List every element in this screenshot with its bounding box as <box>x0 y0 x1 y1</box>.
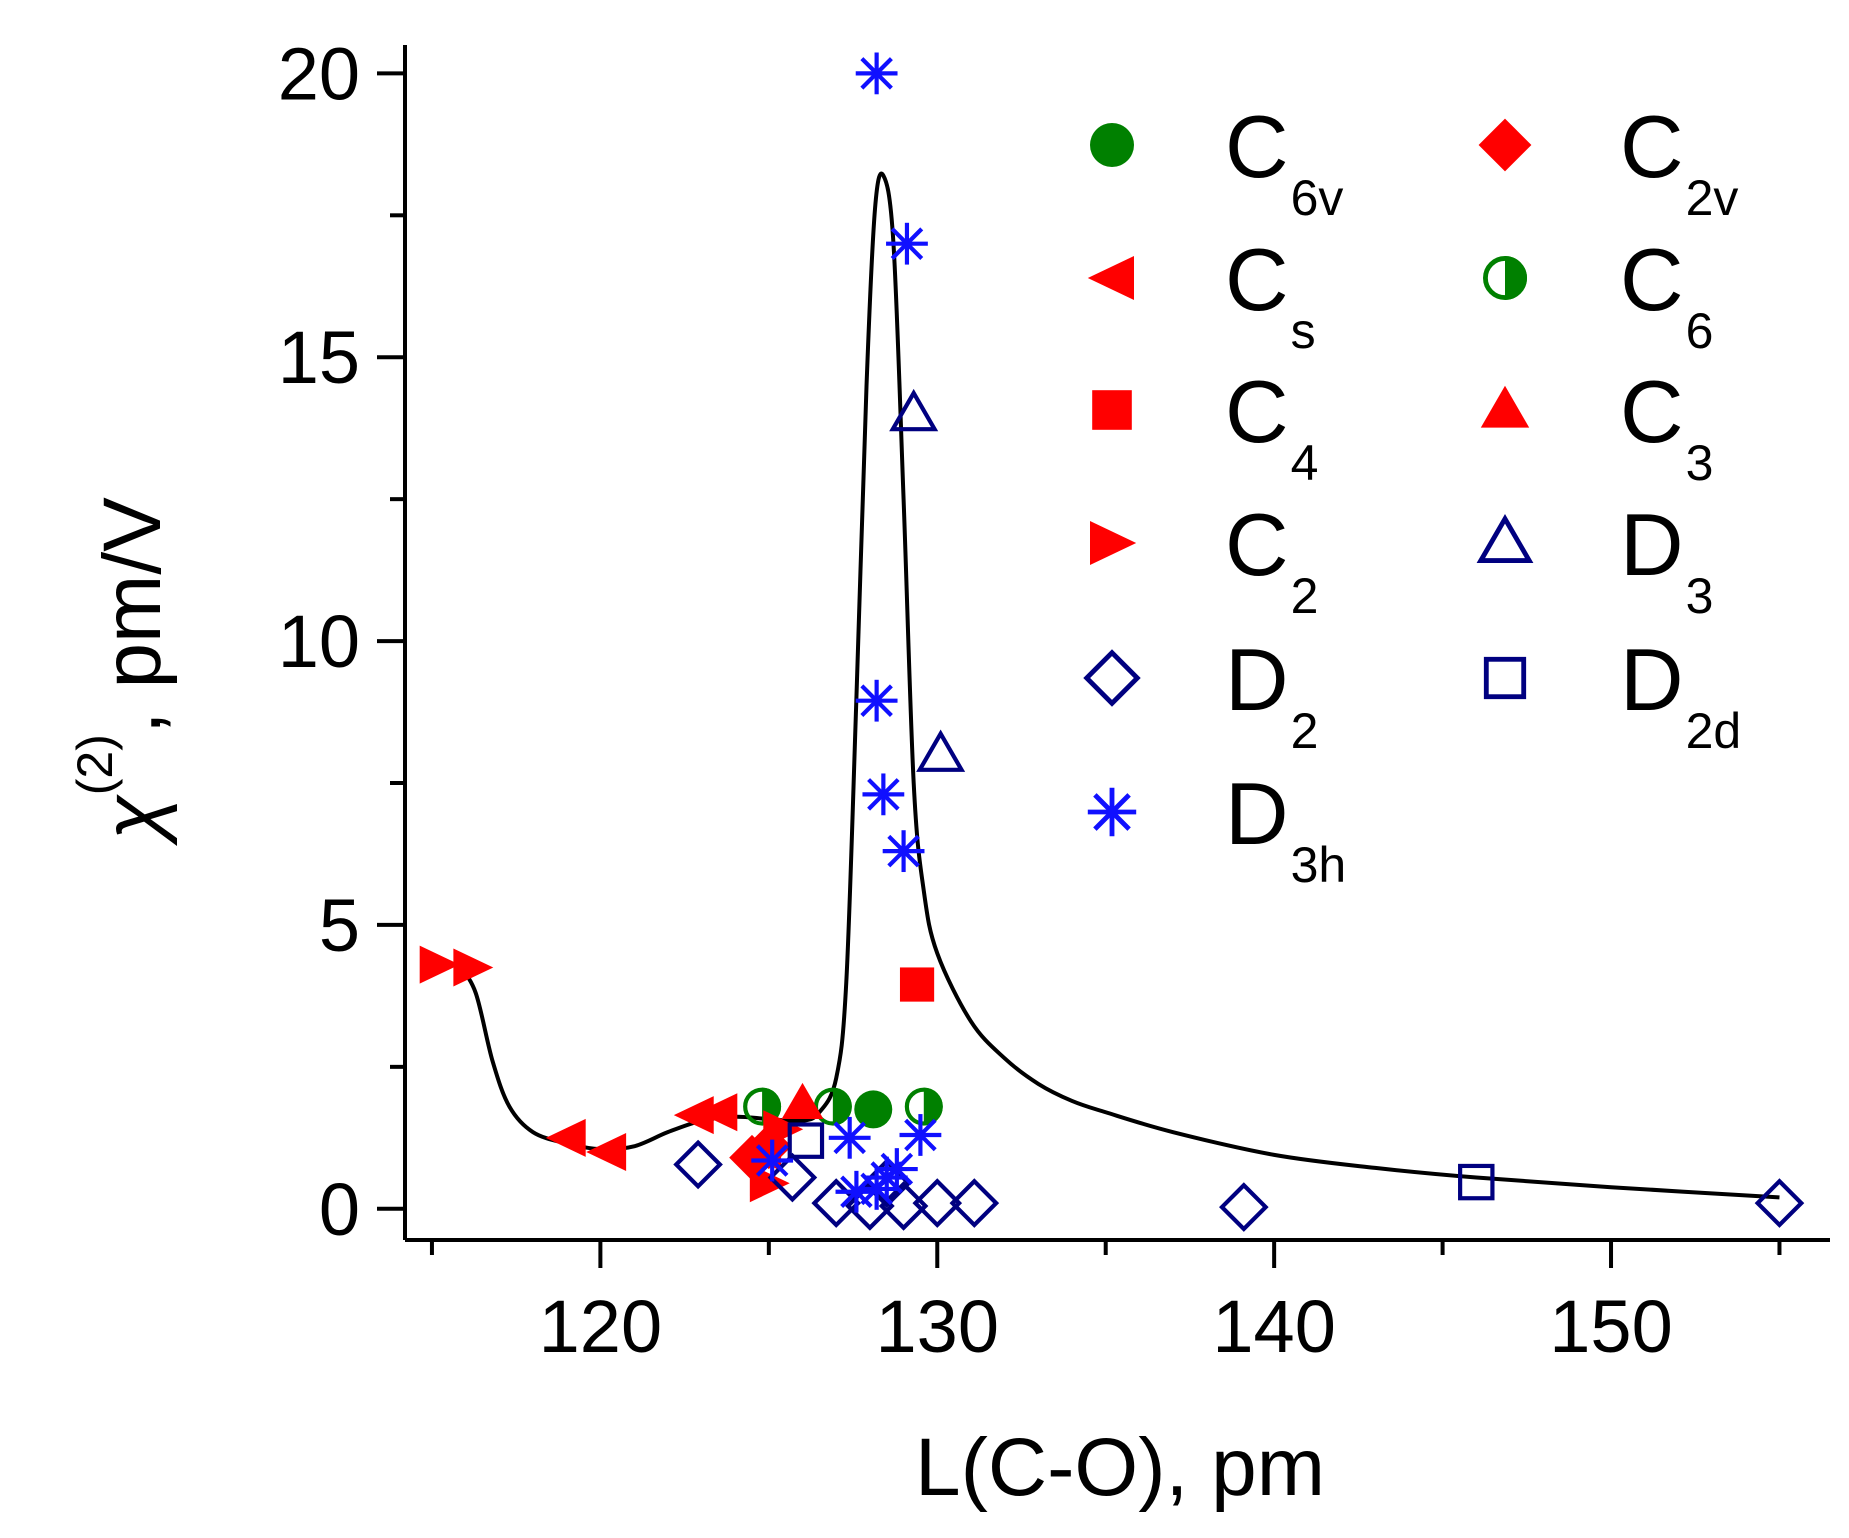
x-tick-label-120: 120 <box>539 1285 662 1368</box>
legend-label-d3h: D3h <box>1225 764 1346 893</box>
data-points <box>419 52 1805 1232</box>
point-d3h-3 <box>862 773 905 816</box>
legend-label-c3: C3 <box>1620 362 1713 491</box>
point-d2-1 <box>767 1152 818 1203</box>
legend-label-d3: D3 <box>1620 495 1713 624</box>
svg-text:χ(2), pm/V: χ(2), pm/V <box>67 497 178 846</box>
point-c2-3 <box>763 1110 804 1149</box>
point-d3h-5 <box>751 1139 794 1182</box>
y-axis-title: χ(2), pm/V <box>67 497 178 846</box>
point-c4-0 <box>899 967 935 1002</box>
legend-marker-c6v <box>1090 123 1134 167</box>
point-d3h-10 <box>899 1114 942 1156</box>
legend-label-c6v: C6v <box>1225 97 1343 226</box>
point-d2-6 <box>949 1178 1000 1228</box>
x-tick-label-130: 130 <box>876 1285 999 1368</box>
legend-marker-c2v <box>1478 118 1532 172</box>
legend-marker-d2 <box>1083 649 1141 707</box>
point-d3h-4 <box>882 830 925 873</box>
point-cs-2 <box>673 1096 714 1135</box>
point-c6-1 <box>813 1087 852 1126</box>
legend-label-c2v: C2v <box>1620 97 1738 226</box>
fit-curve <box>457 171 1780 1200</box>
legend-marker-d3 <box>1476 513 1534 564</box>
point-cs-0 <box>545 1118 586 1157</box>
legend-marker-c3 <box>1480 385 1530 428</box>
y-axis-title-sup: (2) <box>67 734 123 795</box>
point-c2-1 <box>453 948 494 987</box>
point-d3h-1 <box>886 222 928 265</box>
point-d3h-0 <box>855 52 898 95</box>
point-d3h-2 <box>855 679 898 722</box>
point-d3-1 <box>916 729 966 772</box>
legend-marker-c2 <box>1090 521 1137 565</box>
legend-label-c6: C6 <box>1620 230 1713 359</box>
legend-label-c4: C4 <box>1225 362 1318 491</box>
legend-marker-cs <box>1087 256 1134 300</box>
point-d2-5 <box>912 1178 963 1228</box>
y-tick-label-20: 20 <box>278 32 360 115</box>
axes: 0 5 10 15 20 120 130 140 150 <box>278 32 1830 1368</box>
legend-marker-d3h <box>1087 787 1137 837</box>
y-tick-label-5: 5 <box>319 884 360 967</box>
y-axis-title-rest: , pm/V <box>87 497 178 734</box>
point-c6-2 <box>904 1087 943 1126</box>
y-axis-title-chi: χ <box>87 794 178 846</box>
point-d2-7 <box>1219 1182 1269 1232</box>
legend-label-c2: C2 <box>1225 495 1318 624</box>
legend-label-d2d: D2d <box>1620 630 1741 759</box>
legend-label-d2: D2 <box>1225 630 1318 759</box>
point-d3h-11 <box>865 1156 908 1199</box>
point-d2-0 <box>673 1139 723 1190</box>
x-tick-label-140: 140 <box>1212 1285 1335 1368</box>
point-d3-0 <box>889 388 939 432</box>
x-tick-label-150: 150 <box>1549 1285 1672 1368</box>
legend-marker-c4 <box>1092 390 1132 430</box>
point-c6v-0 <box>854 1090 893 1129</box>
y-tick-label-15: 15 <box>278 316 360 399</box>
point-cs-1 <box>586 1133 627 1172</box>
point-d3h-6 <box>828 1116 871 1159</box>
point-cs-3 <box>697 1093 738 1132</box>
x-axis-title: L(C-O), pm <box>915 1422 1325 1513</box>
point-d2d-1 <box>1458 1163 1495 1201</box>
point-d2d-0 <box>787 1122 825 1159</box>
y-tick-label-10: 10 <box>278 600 360 683</box>
y-tick-label-0: 0 <box>319 1168 360 1251</box>
point-c2-0 <box>419 945 460 984</box>
point-d2-8 <box>1754 1178 1805 1228</box>
fit-curve-group <box>457 171 1780 1200</box>
point-c3-0 <box>781 1082 824 1119</box>
legend-marker-d2d <box>1483 656 1527 700</box>
legend-marker-c6 <box>1483 256 1528 301</box>
legend-label-cs: Cs <box>1225 230 1316 359</box>
